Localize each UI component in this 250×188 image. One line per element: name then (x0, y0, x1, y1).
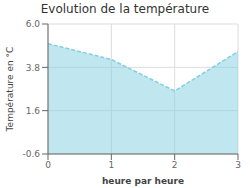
svg-text:3.8: 3.8 (26, 63, 41, 73)
svg-text:3: 3 (235, 160, 241, 170)
svg-text:6.0: 6.0 (26, 19, 41, 29)
svg-text:heure par heure: heure par heure (102, 176, 184, 186)
svg-text:1: 1 (108, 160, 114, 170)
svg-text:Température en °C: Température en °C (8, 47, 15, 133)
svg-text:2: 2 (172, 160, 178, 170)
svg-text:0: 0 (45, 160, 51, 170)
svg-text:-0.6: -0.6 (22, 149, 40, 159)
html-text:Evolution de la température: Evolution de la température (40, 2, 210, 16)
svg-text:1.6: 1.6 (26, 106, 41, 116)
